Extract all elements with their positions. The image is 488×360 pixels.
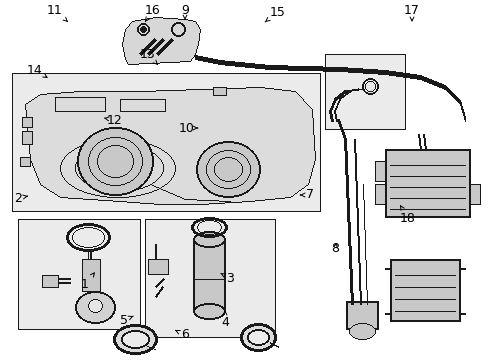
Text: 3: 3 [220, 271, 233, 284]
Text: 7: 7 [300, 189, 313, 202]
Text: 4: 4 [221, 311, 228, 328]
Text: 13: 13 [140, 49, 157, 64]
Text: 15: 15 [264, 5, 285, 22]
Text: 9: 9 [181, 4, 188, 19]
Text: 17: 17 [403, 4, 419, 21]
Text: 10: 10 [179, 122, 197, 135]
Text: 1: 1 [81, 273, 94, 292]
Text: 12: 12 [104, 113, 122, 126]
Text: 16: 16 [145, 4, 161, 22]
Text: 14: 14 [27, 63, 47, 77]
Text: 2: 2 [14, 192, 27, 204]
Text: 11: 11 [47, 4, 67, 21]
Text: 6: 6 [175, 328, 188, 342]
Text: 5: 5 [120, 314, 133, 327]
Text: 18: 18 [399, 206, 415, 225]
Text: 8: 8 [330, 242, 338, 255]
